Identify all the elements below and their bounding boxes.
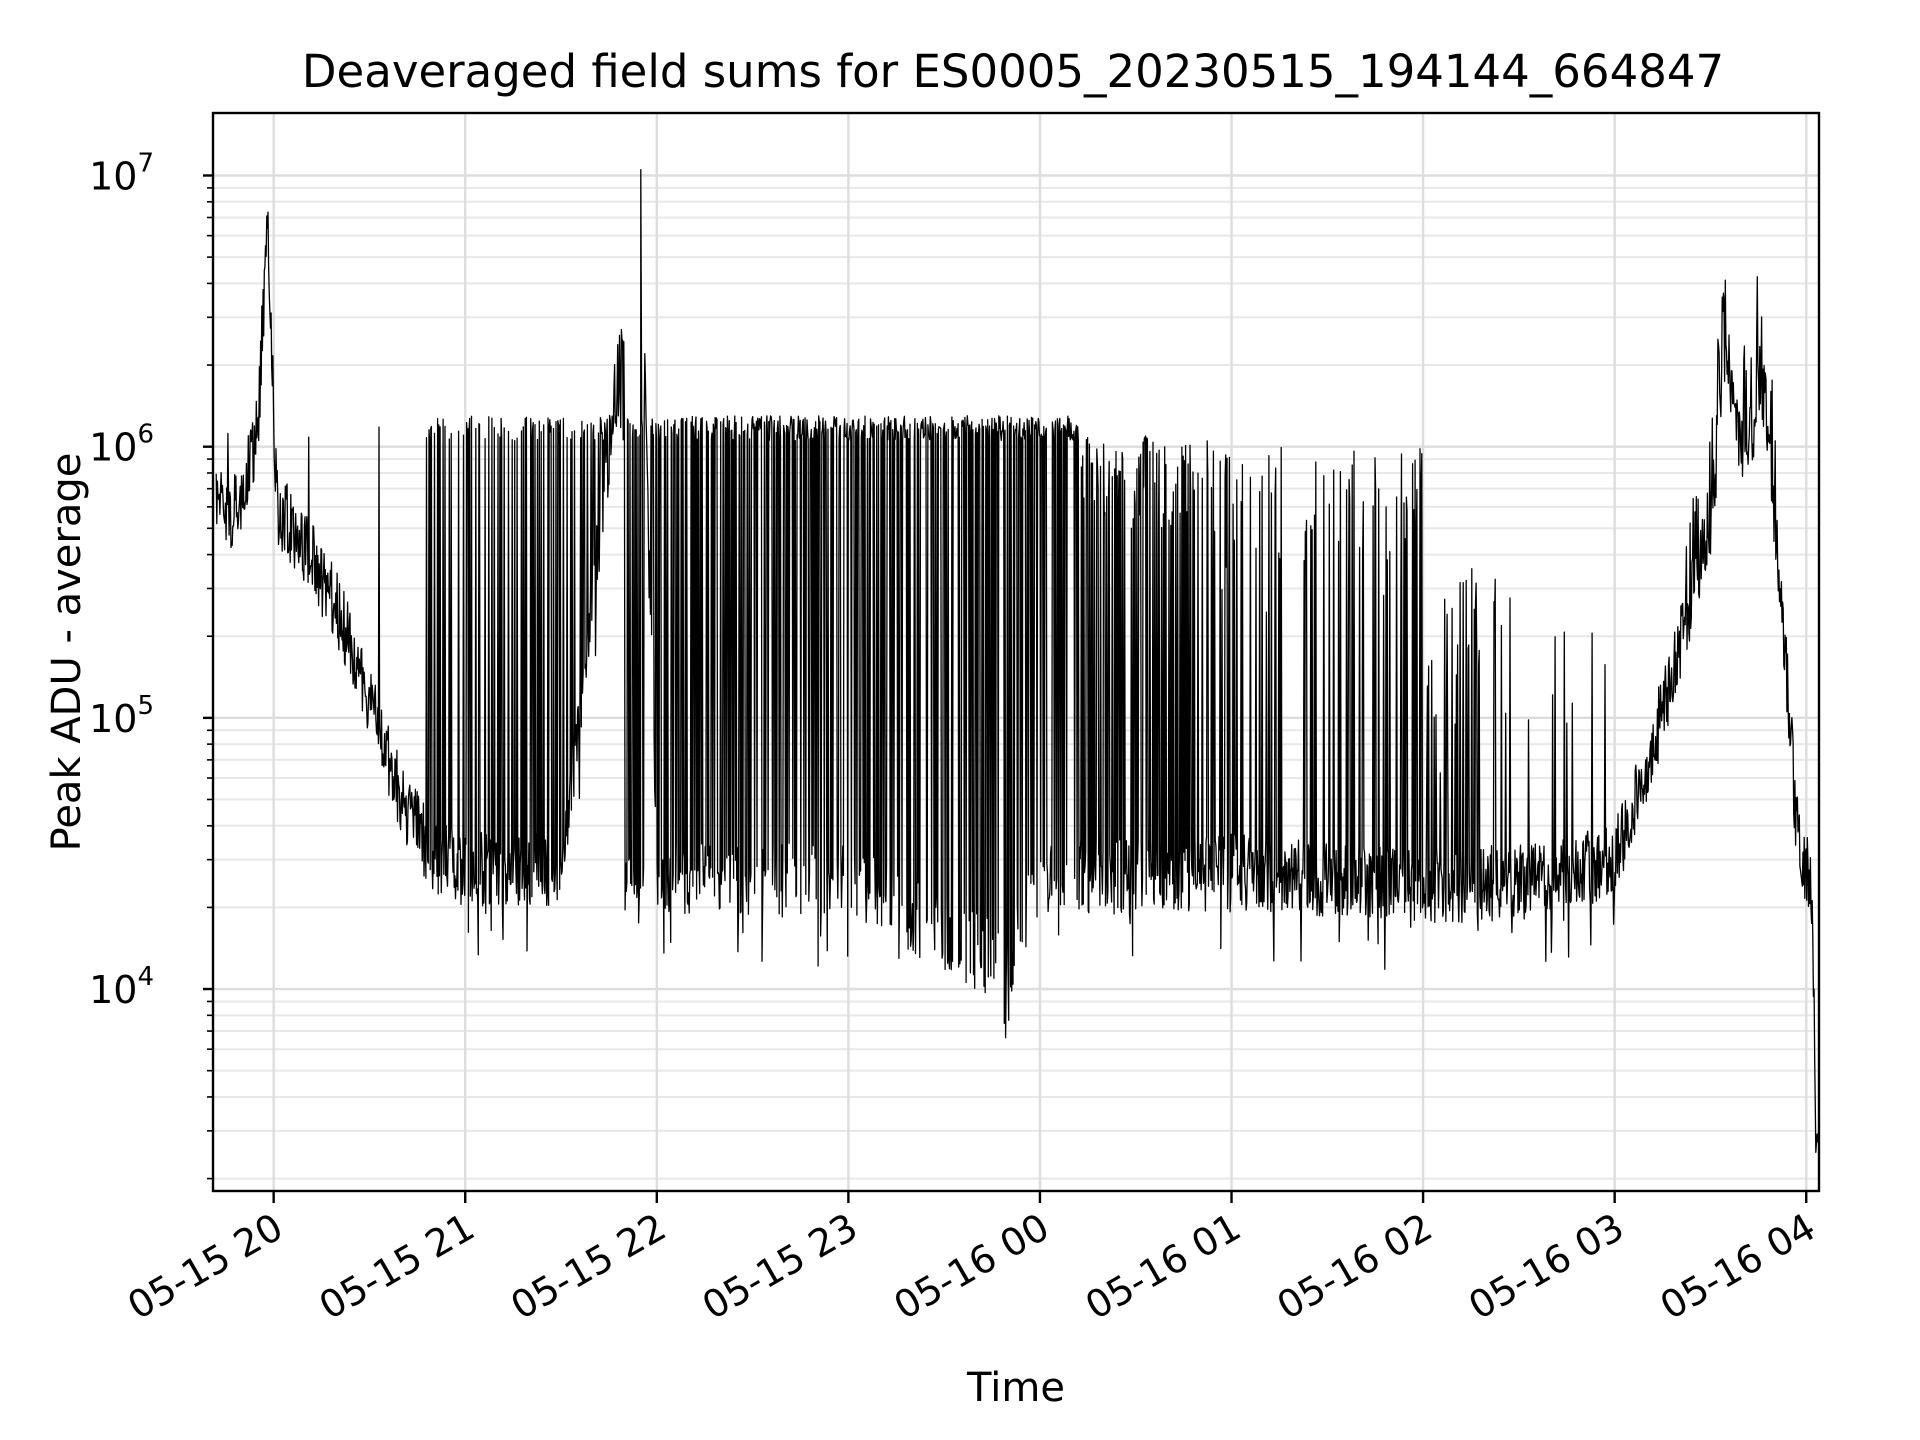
y-axis-label: Peak ADU - average (44, 453, 90, 852)
x-tick-label: 05-15 20 (120, 1205, 290, 1329)
x-tick-label: 05-16 01 (1078, 1205, 1248, 1329)
grid (213, 113, 1819, 1191)
x-tick-label: 05-15 21 (312, 1205, 482, 1329)
x-tick-label: 05-16 04 (1653, 1205, 1823, 1329)
y-tick-label-exponent: 5 (137, 691, 154, 721)
x-tick-label: 05-15 22 (503, 1205, 673, 1329)
x-axis-label: Time (966, 1365, 1065, 1411)
y-tick-label-base: 10 (89, 968, 137, 1012)
x-tick-label: 05-16 03 (1461, 1205, 1631, 1329)
chart-title: Deaveraged field sums for ES0005_2023051… (302, 45, 1724, 98)
plot-frame (211, 111, 1821, 1193)
x-tick-label: 05-15 23 (695, 1205, 865, 1329)
x-tick-label: 05-16 00 (886, 1205, 1056, 1329)
y-tick-label-base: 10 (89, 697, 137, 741)
y-tick-label-exponent: 6 (137, 420, 154, 450)
y-tick-label: 107 (89, 148, 154, 198)
series-line (215, 169, 1820, 1153)
y-tick-label: 105 (89, 691, 154, 741)
x-tick-label: 05-16 02 (1270, 1205, 1440, 1329)
y-tick-label-exponent: 4 (137, 962, 154, 992)
y-tick-label-base: 10 (89, 426, 137, 470)
y-tick-label: 106 (89, 420, 154, 470)
y-tick-label-exponent: 7 (137, 148, 154, 178)
series-layer (215, 169, 1820, 1153)
y-tick-label-base: 10 (89, 154, 137, 198)
y-tick-label: 104 (89, 962, 154, 1012)
